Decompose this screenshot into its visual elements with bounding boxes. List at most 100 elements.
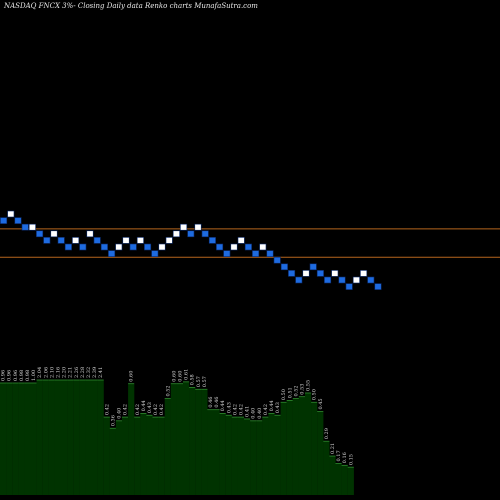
- volume-bar: [347, 467, 354, 495]
- volume-bar: [54, 380, 62, 495]
- volume-label: 2.21: [68, 367, 74, 378]
- volume-bar: [329, 456, 336, 495]
- volume-label: 0.50: [312, 389, 318, 400]
- volume-bar: [73, 380, 80, 495]
- renko-brick-up: [259, 243, 267, 251]
- renko-brick-down: [324, 276, 332, 284]
- volume-bar: [262, 417, 269, 495]
- volume-label: 0.98: [19, 370, 25, 381]
- renko-brick-up: [136, 237, 144, 244]
- volume-label: 0.43: [275, 402, 281, 413]
- volume-label: 0.16: [342, 452, 348, 463]
- volume-label: 0.40: [251, 408, 257, 419]
- renko-brick-up: [237, 237, 245, 244]
- volume-label: 2.28: [80, 367, 86, 378]
- volume-label: 0.41: [245, 406, 251, 417]
- renko-brick-down: [108, 250, 116, 257]
- volume-label: 0.46: [214, 397, 220, 408]
- volume-bar: [280, 402, 287, 495]
- volume-bar: [164, 398, 171, 495]
- volume-bar: [292, 398, 299, 495]
- renko-brick-down: [79, 243, 87, 251]
- volume-label: 0.44: [141, 400, 147, 411]
- volume-label: 0.29: [324, 428, 330, 439]
- renko-brick-up: [158, 243, 166, 251]
- volume-bar: [225, 415, 232, 495]
- volume-label: 0.52: [165, 385, 171, 396]
- volume-bar: [274, 415, 281, 495]
- renko-brick-down: [244, 243, 252, 251]
- volume-label: 2.41: [98, 367, 104, 378]
- volume-label: 0.51: [287, 387, 293, 398]
- renko-brick-down: [208, 237, 216, 244]
- volume-bar: [85, 380, 92, 495]
- volume-bar: [48, 380, 55, 495]
- volume-label: 0.36: [110, 415, 116, 426]
- volume-label: 0.42: [238, 404, 244, 415]
- renko-brick-up: [72, 237, 80, 244]
- renko-brick-up: [50, 230, 58, 238]
- volume-label: 0.61: [184, 369, 190, 380]
- volume-label: 0.50: [281, 389, 287, 400]
- volume-label: 0.42: [232, 404, 238, 415]
- volume-label: 0.15: [348, 454, 354, 465]
- renko-brick-down: [93, 237, 101, 244]
- renko-bricks: [0, 210, 382, 290]
- volume-bar: [170, 383, 177, 495]
- volume-label: 0.42: [153, 404, 159, 415]
- volume-bar: [97, 380, 104, 495]
- volume-label: 2.20: [62, 367, 68, 378]
- renko-brick-down: [367, 276, 375, 284]
- renko-brick-down: [266, 250, 274, 257]
- volume-bar: [323, 441, 330, 495]
- volume-bar: [36, 380, 43, 495]
- renko-brick-down: [64, 243, 72, 251]
- renko-brick-up: [7, 210, 15, 218]
- renko-brick-down: [374, 283, 382, 290]
- volume-bar: [79, 380, 86, 495]
- volume-bar: [134, 417, 141, 495]
- volume-bar: [91, 380, 98, 495]
- volume-bar: [109, 428, 116, 495]
- volume-bar: [12, 383, 19, 495]
- volume-label: 0.44: [220, 400, 226, 411]
- reference-lines: [0, 228, 500, 258]
- volume-label: 0.42: [159, 404, 165, 415]
- volume-bar: [115, 420, 123, 495]
- volume-bar: [146, 415, 153, 495]
- renko-brick-down: [21, 223, 29, 231]
- volume-label: 2.39: [92, 367, 98, 378]
- volume-label: 2.16: [55, 367, 61, 378]
- volume-label: 2.10: [49, 367, 55, 378]
- renko-brick-down: [100, 243, 108, 251]
- volume-bar: [237, 417, 245, 495]
- renko-brick-down: [57, 237, 65, 244]
- volume-bar: [244, 418, 251, 495]
- volume-label: 2.04: [37, 367, 43, 378]
- volume-bar: [268, 413, 275, 495]
- volume-bar: [317, 411, 324, 495]
- volume-label: 0.42: [135, 404, 141, 415]
- renko-brick-up: [28, 223, 36, 231]
- volume-label: 0.58: [190, 374, 196, 385]
- volume-bar: [6, 383, 13, 495]
- volume-bar: [298, 396, 306, 495]
- volume-bar: [152, 417, 159, 495]
- volume-bar: [42, 380, 49, 495]
- volume-label: 0.60: [129, 371, 135, 382]
- volume-bar: [231, 417, 238, 495]
- renko-brick-down: [43, 237, 51, 244]
- volume-label: 0.98: [25, 370, 31, 381]
- volume-label: 0.96: [1, 370, 7, 381]
- volume-bar: [311, 402, 318, 495]
- renko-brick-down: [345, 283, 353, 290]
- renko-brick-up: [352, 276, 360, 284]
- volume-label: 0.60: [177, 371, 183, 382]
- volume-label: 0.17: [336, 450, 342, 461]
- volume-label: 2.06: [43, 367, 49, 378]
- volume-label: 0.43: [226, 402, 232, 413]
- renko-brick-down: [14, 217, 22, 224]
- volume-label: 0.21: [330, 443, 336, 454]
- volume-label: 0.42: [123, 404, 129, 415]
- volume-label: 0.96: [13, 370, 19, 381]
